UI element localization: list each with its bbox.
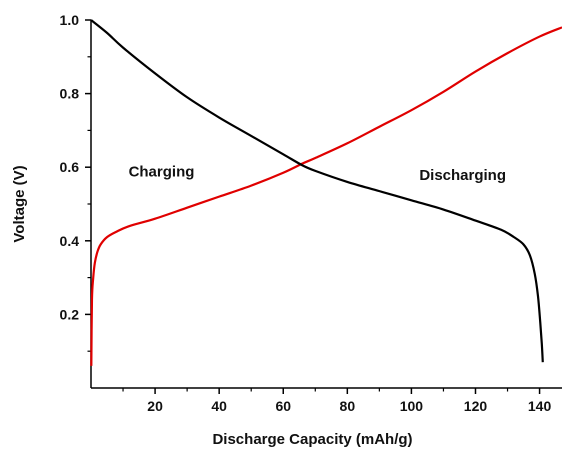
- x-axis-title: Discharge Capacity (mAh/g): [212, 431, 412, 448]
- y-tick-label: 0.6: [60, 159, 80, 175]
- annotations-layer: Charging Discharging: [129, 163, 506, 184]
- x-tick-label: 80: [340, 398, 356, 414]
- x-tick-label: 20: [147, 398, 163, 414]
- y-tick-label: 0.2: [60, 306, 80, 322]
- plot-area: [90, 20, 562, 389]
- y-axis-title: Voltage (V): [11, 165, 28, 242]
- series-layer: [90, 19, 562, 366]
- discharging-label: Discharging: [419, 167, 506, 184]
- x-tick-label: 60: [275, 398, 291, 414]
- x-tick-label: 120: [464, 398, 488, 414]
- y-tick-label: 0.8: [60, 86, 80, 102]
- x-tick-label: 140: [528, 398, 552, 414]
- charging-curve: [90, 26, 562, 366]
- y-tick-label: 1.0: [60, 12, 80, 28]
- charging-label: Charging: [129, 163, 195, 180]
- x-tick-label: 100: [400, 398, 424, 414]
- discharging-curve: [90, 19, 544, 363]
- axis-ticks: 20 40 60 80 100 120 140 0.2 0.4 0.6 0.8 1.0: [60, 12, 552, 414]
- x-tick-label: 40: [211, 398, 227, 414]
- y-tick-label: 0.4: [60, 233, 80, 249]
